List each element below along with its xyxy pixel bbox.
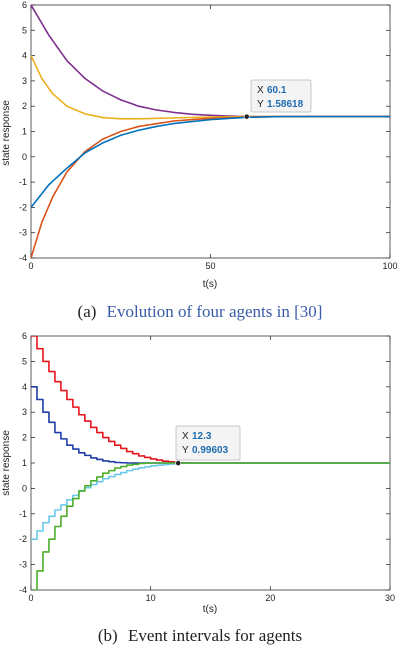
chart-1-ytick-label: -1 xyxy=(19,509,27,519)
chart-0-ytick-label: -1 xyxy=(19,177,27,187)
chart-1-ytick-label: 2 xyxy=(22,433,27,443)
chart-1-ytick-label: -3 xyxy=(19,560,27,570)
chart-1-datatip-x_value: 12.3 xyxy=(192,431,212,442)
chart-0-axes-box xyxy=(30,4,391,259)
chart-1-ytick-label: 4 xyxy=(22,382,27,392)
chart-0-datatip-x_value: 60.1 xyxy=(267,85,287,96)
chart-0-datatip-y_value: 1.58618 xyxy=(267,99,304,110)
chart-0-ytick-label: -3 xyxy=(19,228,27,238)
chart-0-datatip-marker xyxy=(243,113,250,120)
chart-a-ylabel: state response xyxy=(1,100,12,166)
chart-a-xlabel: t(s) xyxy=(203,279,217,290)
chart-1-series-group xyxy=(31,336,390,590)
chart-1-datatip-box xyxy=(175,425,241,461)
chart-0-series-3-line xyxy=(31,115,390,208)
chart-1-ytick-label: 5 xyxy=(22,356,27,366)
chart-0-datatip-box xyxy=(250,79,312,113)
chart-1-xtick-label: 0 xyxy=(28,593,33,603)
chart-b-caption-label: (b) xyxy=(98,626,118,645)
chart-1-xtick-label: 30 xyxy=(385,593,395,603)
chart-0-xtick-label: 0 xyxy=(28,261,33,271)
chart-b: -4 -3 -2 -1 0 1 2 3 4 5 6 0 10 20 30 X 12.3Y 0.99603 t(s)… xyxy=(1,331,395,645)
chart-1-datatip-x_label: X xyxy=(182,431,189,442)
chart-a-caption-text: Evolution of four agents in [30] xyxy=(107,302,323,321)
chart-1-series-3-line xyxy=(31,462,390,590)
chart-0-ytick-label: -4 xyxy=(19,253,27,263)
chart-0-ytick-label: 1 xyxy=(22,127,27,137)
chart-1-ytick-label: 3 xyxy=(22,407,27,417)
chart-0-ytick-label: 6 xyxy=(22,0,27,10)
chart-b-caption: (b) Event intervals for agents xyxy=(98,626,302,645)
chart-a-caption: (a) Evolution of four agents in [30] xyxy=(78,302,323,321)
chart-b-xlabel: t(s) xyxy=(203,604,217,615)
chart-1-datatip-y_label: Y xyxy=(182,445,189,456)
chart-1-ytick-label: -4 xyxy=(19,585,27,595)
chart-0-ytick-label: 2 xyxy=(22,101,27,111)
chart-1-ytick-label: 1 xyxy=(22,458,27,468)
chart-0-ytick-label: -2 xyxy=(19,202,27,212)
chart-b-caption-text: Event intervals for agents xyxy=(128,626,302,645)
chart-0-datatip-x_label: X xyxy=(257,85,264,96)
chart-1-ytick-label: -2 xyxy=(19,534,27,544)
chart-0-ytick-label: 3 xyxy=(22,76,27,86)
chart-1-ytick-label: 0 xyxy=(22,483,27,493)
chart-0-ytick-label: 5 xyxy=(22,25,27,35)
chart-0-datatip: X 60.1Y 1.58618 xyxy=(250,79,312,113)
chart-1-xtick-label: 20 xyxy=(265,593,275,603)
chart-1-ytick-label: 6 xyxy=(22,331,27,341)
chart-a-plot-area: -4 -3 -2 -1 0 1 2 3 4 5 6 0 50 100 X 60.1Y 1.58618 xyxy=(19,0,398,271)
chart-b-ylabel: state response xyxy=(1,430,12,496)
chart-1-datatip-y_value: 0.99603 xyxy=(192,445,229,456)
chart-0-datatip-y_label: Y xyxy=(257,99,264,110)
chart-0-ytick-label: 0 xyxy=(22,152,27,162)
chart-b-plot-area: -4 -3 -2 -1 0 1 2 3 4 5 6 0 10 20 30 X 12.3Y 0.99603 xyxy=(19,331,395,603)
chart-0-ytick-label: 4 xyxy=(22,51,27,61)
chart-0-xtick-label: 50 xyxy=(205,261,215,271)
chart-a-caption-label: (a) xyxy=(78,302,97,321)
chart-0-xtick-label: 100 xyxy=(382,261,397,271)
chart-1-datatip-marker xyxy=(175,460,182,467)
chart-1-datatip: X 12.3Y 0.99603 xyxy=(175,425,241,461)
chart-1-xtick-label: 10 xyxy=(146,593,156,603)
chart-0-series-group xyxy=(31,5,390,258)
